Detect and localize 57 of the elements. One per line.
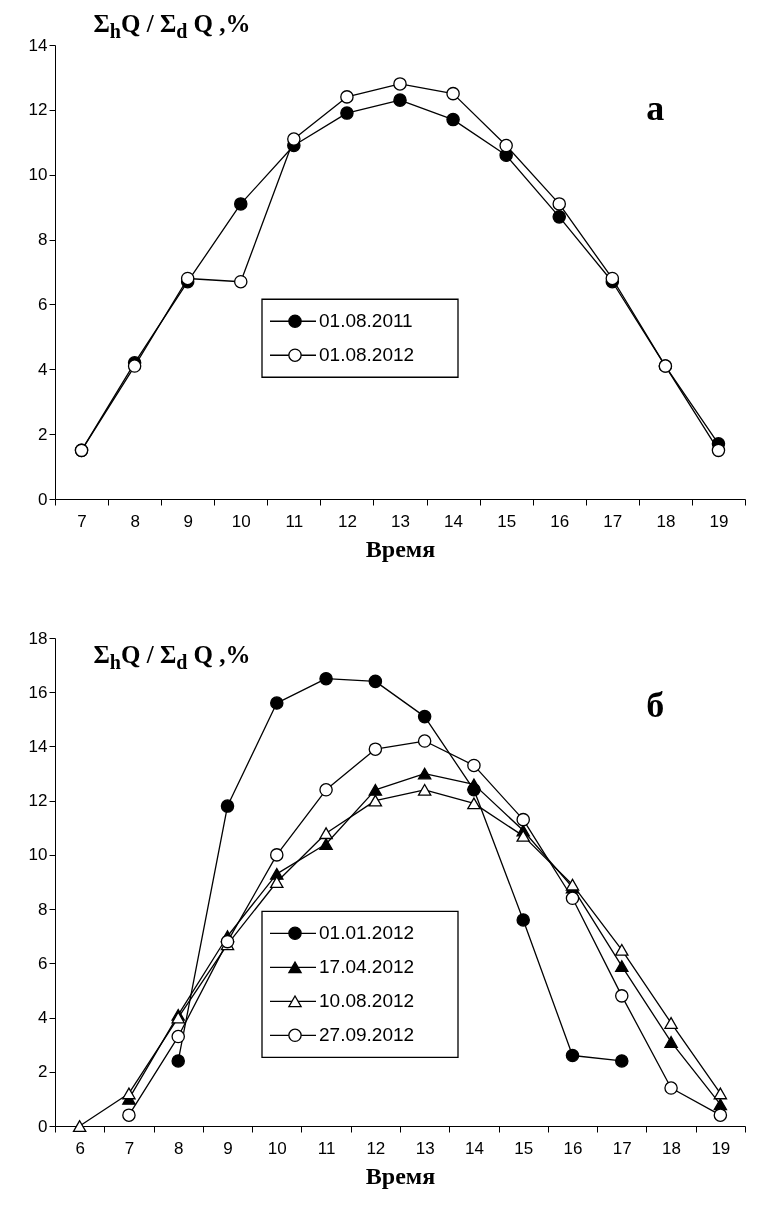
x-tick-label: 14 (444, 511, 464, 531)
x-tick-label: 8 (130, 511, 140, 531)
y-tick-label: 12 (28, 100, 48, 120)
y-axis-title: Σ$_{h}$Q / Σ$_{d}$ Q ,% (93, 640, 251, 674)
x-tick-label: 12 (337, 511, 357, 531)
x-tick-label: 7 (124, 1138, 135, 1158)
y-tick-label: 4 (38, 359, 48, 379)
y-tick-label: 8 (38, 230, 48, 250)
x-tick-label: 11 (285, 511, 304, 531)
legend-label: 01.08.2011 (319, 310, 413, 332)
annotation: а (646, 87, 665, 128)
x-axis-title: Время (365, 1162, 436, 1189)
legend-label: 27.09.2012 (319, 1024, 415, 1046)
x-tick-label: 13 (415, 1138, 435, 1158)
annotation: б (646, 685, 665, 726)
x-tick-label: 16 (550, 511, 570, 531)
x-tick-label: 6 (75, 1138, 85, 1158)
x-tick-label: 10 (231, 511, 251, 531)
x-tick-label: 9 (183, 511, 193, 531)
y-tick-label: 14 (28, 736, 48, 756)
y-tick-label: 10 (28, 165, 48, 185)
y-tick-label: 18 (28, 628, 48, 648)
y-tick-label: 2 (38, 1062, 48, 1082)
x-tick-label: 17 (612, 1138, 632, 1158)
y-tick-label: 12 (28, 791, 48, 811)
y-tick-label: 16 (28, 682, 48, 702)
x-tick-label: 8 (173, 1138, 184, 1158)
x-tick-label: 16 (563, 1138, 583, 1158)
x-tick-label: 19 (709, 511, 729, 531)
y-tick-label: 6 (38, 294, 48, 314)
y-tick-label: 0 (38, 1116, 48, 1136)
legend-label: 17.04.2012 (319, 956, 415, 978)
x-tick-label: 12 (366, 1138, 386, 1158)
x-tick-label: 19 (711, 1138, 731, 1158)
x-tick-label: 18 (656, 511, 676, 531)
x-tick-label: 15 (514, 1138, 534, 1158)
x-tick-label: 7 (77, 511, 87, 531)
y-tick-label: 6 (38, 953, 48, 973)
y-tick-label: 0 (38, 489, 48, 509)
y-axis-title: Σ$_{h}$Q / Σ$_{d}$ Q ,% (93, 9, 251, 43)
x-tick-label: 15 (497, 511, 517, 531)
x-tick-label: 10 (267, 1138, 287, 1158)
x-tick-label: 14 (464, 1138, 484, 1158)
x-tick-label: 9 (223, 1138, 233, 1158)
y-tick-label: 10 (28, 845, 48, 865)
x-axis-title: Время (365, 535, 436, 562)
x-tick-label: 13 (391, 511, 410, 531)
legend-label: 01.01.2012 (319, 922, 415, 944)
y-tick-label: 14 (28, 35, 48, 55)
y-tick-label: 4 (38, 1008, 48, 1028)
x-tick-label: 18 (662, 1138, 682, 1158)
x-tick-label: 11 (317, 1138, 336, 1158)
x-tick-label: 17 (603, 511, 623, 531)
y-tick-label: 2 (38, 424, 48, 444)
legend-label: 10.08.2012 (319, 990, 415, 1012)
y-tick-label: 8 (38, 899, 48, 919)
legend-label: 01.08.2012 (319, 344, 415, 366)
